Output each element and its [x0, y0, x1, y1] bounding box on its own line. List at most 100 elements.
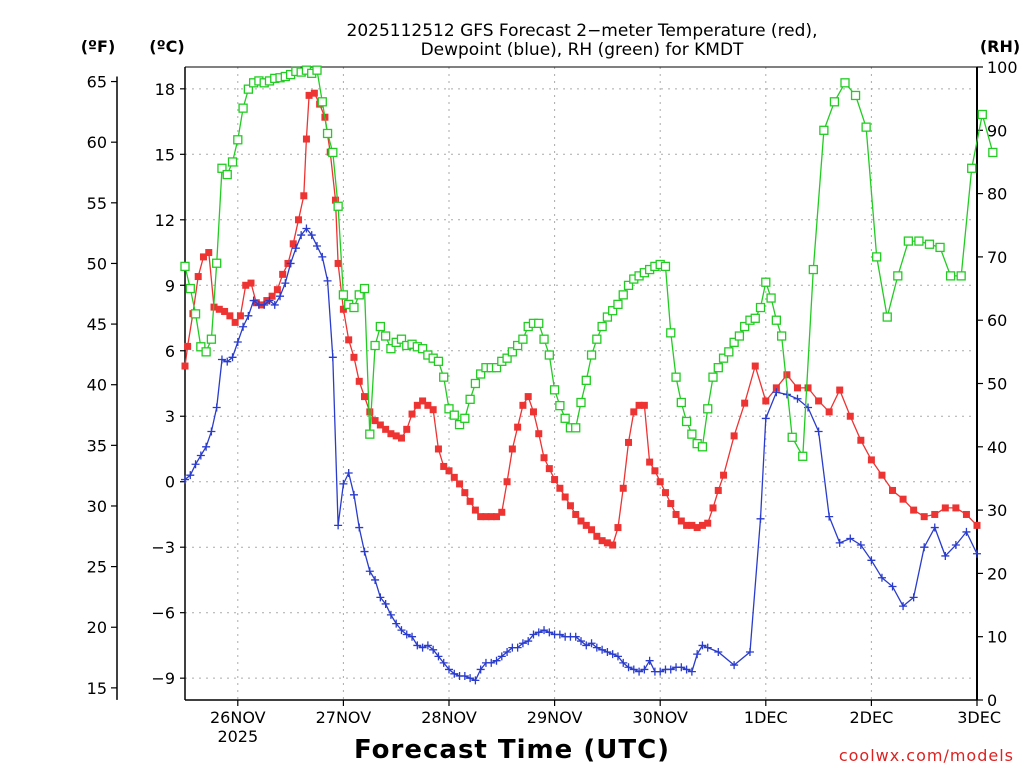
rh-tick-label: 100: [987, 58, 1018, 77]
dewpoint-point: [360, 547, 369, 556]
rh-point: [534, 318, 544, 329]
temperature-point: [194, 273, 202, 281]
dewpoint-point: [233, 338, 242, 347]
rh-point: [840, 78, 850, 88]
dewpoint-point: [603, 647, 612, 656]
rh-tick-label: 20: [987, 564, 1007, 583]
temperature-point: [598, 537, 606, 545]
x-tick-label: 26NOV: [210, 708, 266, 727]
temperature-point: [355, 377, 363, 385]
rh-point: [740, 321, 750, 332]
dewpoint-point: [386, 610, 395, 619]
temperature-point: [429, 406, 437, 414]
dewpoint-point: [835, 538, 844, 547]
temperature-point: [382, 425, 390, 433]
rh-point: [666, 328, 676, 338]
rh-point: [238, 103, 248, 113]
temperature-point: [413, 401, 421, 409]
dewpoint-point: [608, 650, 617, 659]
dewpoint-point: [239, 322, 248, 331]
dewpoint-point: [392, 619, 401, 628]
rh-tick-label: 60: [987, 311, 1007, 330]
rh-point: [370, 340, 380, 351]
rh-tick-label: 80: [987, 185, 1007, 204]
temperature-point: [836, 386, 844, 394]
temperature-point: [456, 480, 464, 488]
temperature-point: [524, 393, 532, 401]
temperature-point: [295, 216, 303, 224]
dewpoint-point: [698, 641, 707, 650]
temperature-point: [709, 504, 717, 512]
dewpoint-point: [540, 626, 549, 635]
rh-tick-label: 90: [987, 121, 1007, 140]
dewpoint-point: [466, 674, 475, 683]
temperature-point: [392, 432, 400, 440]
dewpoint-point: [276, 292, 285, 301]
rh-point: [476, 369, 486, 379]
rh-point: [449, 410, 459, 420]
rh-point: [750, 313, 760, 323]
rh-point: [729, 337, 739, 348]
temperature-point: [593, 532, 601, 540]
series-rh: [180, 65, 998, 461]
temperature-point: [397, 434, 405, 442]
rh-point: [375, 321, 386, 332]
rh-point: [586, 350, 597, 360]
dewpoint-point: [460, 671, 469, 680]
temperature-point: [487, 513, 495, 521]
rh-unit-label: (RH): [980, 37, 1020, 56]
temperature-point: [825, 408, 833, 416]
temperature-point: [640, 401, 648, 409]
temperature-point: [302, 135, 310, 143]
temperature-point: [962, 510, 970, 518]
dewpoint-point: [545, 628, 554, 637]
rh-point: [755, 302, 766, 313]
temperature-point: [466, 497, 474, 505]
fahrenheit-tick-label: 45: [87, 315, 107, 334]
rh-point: [776, 331, 787, 341]
temperature-point: [667, 500, 675, 508]
rh-point: [465, 394, 475, 404]
dewpoint-point: [418, 643, 427, 652]
rh-point: [861, 122, 871, 132]
dewpoint-point: [181, 475, 189, 484]
rh-point: [417, 344, 428, 354]
dewpoint-point: [376, 593, 385, 602]
fahrenheit-tick-label: 20: [87, 618, 107, 637]
temperature-point: [215, 305, 223, 313]
gridlines: [185, 67, 977, 700]
rh-point: [549, 385, 560, 395]
temperature-point: [846, 412, 854, 420]
dewpoint-point: [281, 279, 290, 288]
celsius-tick-label: 6: [165, 342, 175, 361]
rh-point: [956, 271, 966, 281]
rh-point: [243, 84, 254, 94]
dewpoint-point: [577, 637, 585, 646]
temperature-point: [242, 281, 250, 289]
rh-point: [201, 347, 211, 357]
temperature-point: [677, 517, 685, 525]
rh-point: [713, 363, 723, 373]
temperature-point: [561, 493, 569, 501]
series-temperature: [181, 89, 981, 549]
rh-point: [734, 331, 745, 341]
dewpoint-point: [613, 652, 622, 661]
data-series: [180, 65, 998, 685]
temperature-point: [371, 417, 379, 425]
dewpoint-point: [745, 647, 754, 656]
dewpoint-point: [191, 460, 200, 469]
rh-point: [539, 334, 549, 344]
celsius-tick-label: 0: [165, 473, 175, 492]
rh-point: [233, 135, 243, 145]
dewpoint-point: [619, 658, 628, 667]
rh-point: [190, 309, 201, 319]
axes: 1520253035404550556065−9−6−3036912151801…: [87, 58, 1018, 746]
temperature-point: [556, 484, 564, 492]
dewpoint-point: [302, 224, 311, 233]
dewpoint-point: [730, 661, 739, 670]
chart-title-line-2: Dewpoint (blue), RH (green) for KMDT: [421, 40, 744, 60]
rh-point: [903, 236, 914, 246]
rh-point: [312, 65, 322, 75]
dewpoint-point: [439, 658, 448, 667]
rh-point: [602, 312, 613, 322]
